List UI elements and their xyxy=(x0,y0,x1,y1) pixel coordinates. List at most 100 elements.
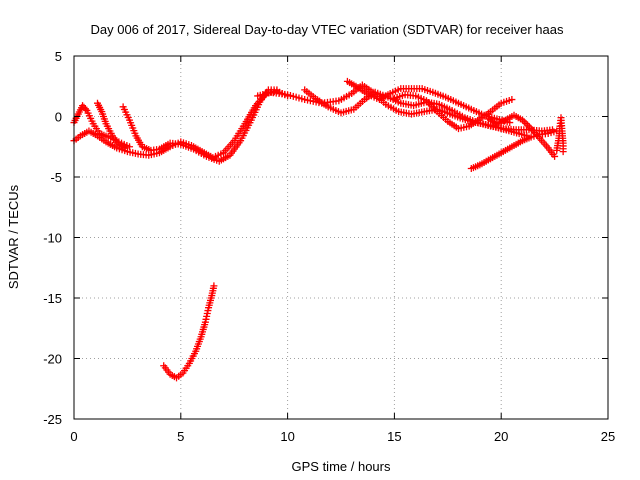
data-marker xyxy=(88,117,96,125)
data-marker xyxy=(177,371,185,379)
data-marker xyxy=(196,335,204,343)
chart-title: Day 006 of 2017, Sidereal Day-to-day VTE… xyxy=(90,22,564,37)
data-marker xyxy=(184,362,192,370)
x-tick-label: 25 xyxy=(601,429,615,444)
data-marker xyxy=(137,141,145,149)
data-marker xyxy=(392,106,400,114)
data-marker xyxy=(94,127,102,135)
data-marker xyxy=(446,105,454,113)
data-marker xyxy=(81,105,89,113)
data-marker xyxy=(465,104,473,112)
data-marker xyxy=(420,96,428,104)
data-marker xyxy=(80,103,88,111)
data-marker xyxy=(495,101,503,109)
y-tick-label: -10 xyxy=(43,231,62,246)
x-tick-label: 20 xyxy=(494,429,508,444)
data-marker xyxy=(426,87,434,95)
data-marker xyxy=(525,134,533,142)
data-marker xyxy=(550,128,558,136)
data-marker xyxy=(505,96,513,104)
y-axis-label: SDTVAR / TECUs xyxy=(6,184,21,289)
data-marker xyxy=(201,321,209,329)
data-marker xyxy=(452,123,460,131)
data-marker xyxy=(352,82,360,90)
data-marker xyxy=(474,116,482,124)
data-marker xyxy=(101,117,109,125)
data-marker xyxy=(74,133,82,141)
data-marker xyxy=(524,121,532,129)
data-marker xyxy=(91,131,99,139)
data-marker xyxy=(164,140,172,148)
data-marker xyxy=(119,143,127,151)
data-marker xyxy=(415,85,423,93)
data-marker xyxy=(207,294,215,302)
data-marker xyxy=(347,106,355,114)
data-marker xyxy=(499,148,507,156)
data-marker xyxy=(124,113,132,121)
data-marker xyxy=(491,152,499,160)
x-tick-label: 10 xyxy=(280,429,294,444)
data-marker xyxy=(111,143,119,151)
data-marker xyxy=(458,112,466,120)
data-marker xyxy=(484,121,492,129)
data-marker xyxy=(516,115,524,123)
y-tick-label: -15 xyxy=(43,291,62,306)
data-marker xyxy=(204,307,212,315)
data-marker xyxy=(322,101,330,109)
data-marker xyxy=(433,100,441,108)
data-marker xyxy=(474,162,482,170)
data-marker xyxy=(442,115,450,123)
data-marker xyxy=(298,95,306,103)
axis-ticks: 0 5 10 15 20 25 5 0 -5 -10 -15 -20 -25 xyxy=(43,49,615,444)
x-tick-label: 15 xyxy=(387,429,401,444)
y-tick-label: -5 xyxy=(50,170,62,185)
data-marker xyxy=(209,284,217,292)
data-marker xyxy=(516,138,524,146)
data-marker xyxy=(482,157,490,165)
data-series-12 xyxy=(553,114,567,156)
data-marker xyxy=(522,120,530,128)
data-marker xyxy=(200,151,208,159)
plot-area xyxy=(70,77,567,382)
y-tick-label: -25 xyxy=(43,412,62,427)
data-marker xyxy=(113,138,121,146)
data-marker xyxy=(246,119,254,127)
data-marker xyxy=(418,108,426,116)
data-marker xyxy=(345,91,353,99)
y-tick-label: 5 xyxy=(55,49,62,64)
data-marker xyxy=(217,150,225,158)
data-series-3 xyxy=(93,99,129,152)
data-marker xyxy=(165,368,173,376)
data-marker xyxy=(235,139,243,147)
data-marker xyxy=(358,97,366,105)
data-marker xyxy=(559,145,567,153)
x-tick-label: 0 xyxy=(70,429,77,444)
data-marker xyxy=(542,142,550,150)
data-marker xyxy=(534,132,542,140)
data-marker xyxy=(508,143,516,151)
data-series-11 xyxy=(484,111,559,160)
data-marker xyxy=(394,86,402,94)
data-marker xyxy=(549,150,557,158)
data-marker xyxy=(497,124,505,132)
data-series-4 xyxy=(119,86,281,165)
data-marker xyxy=(439,92,447,100)
data-marker xyxy=(384,91,392,99)
data-marker xyxy=(462,123,470,131)
data-series-5 xyxy=(160,282,218,382)
data-marker xyxy=(187,144,195,152)
data-marker xyxy=(153,146,161,154)
data-marker xyxy=(409,92,417,100)
data-marker xyxy=(102,132,110,140)
data-series-9 xyxy=(390,91,516,133)
data-marker xyxy=(541,130,549,138)
data-marker xyxy=(499,117,507,125)
data-marker xyxy=(309,93,317,101)
data-marker xyxy=(131,149,139,157)
data-marker xyxy=(224,152,232,160)
data-marker xyxy=(190,350,198,358)
data-marker xyxy=(281,90,289,98)
x-tick-label: 5 xyxy=(177,429,184,444)
data-marker xyxy=(525,123,533,131)
